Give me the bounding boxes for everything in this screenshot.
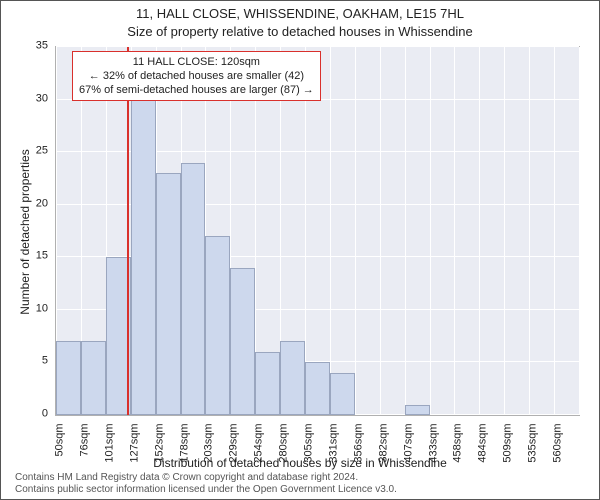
- y-tick-label: 15: [0, 251, 48, 262]
- histogram-bar: [81, 341, 106, 415]
- x-tick-label: 458sqm: [453, 424, 464, 463]
- gridline-v: [380, 47, 381, 415]
- x-tick-label: 305sqm: [304, 424, 315, 463]
- histogram-bar: [205, 236, 230, 415]
- histogram-bar: [255, 352, 280, 415]
- x-tick-label: 356sqm: [353, 424, 364, 463]
- x-tick-label: 560sqm: [553, 424, 564, 463]
- y-tick-label: 20: [0, 198, 48, 209]
- y-tick-label: 5: [0, 356, 48, 367]
- x-tick-label: 254sqm: [254, 424, 265, 463]
- x-tick-label: 484sqm: [478, 424, 489, 463]
- histogram-bar: [56, 341, 81, 415]
- footer-line1: Contains HM Land Registry data © Crown c…: [15, 472, 590, 484]
- x-tick-label: 203sqm: [204, 424, 215, 463]
- x-tick-label: 229sqm: [229, 424, 240, 463]
- gridline-v: [454, 47, 455, 415]
- x-tick-label: 76sqm: [79, 424, 90, 457]
- gridline-h: [56, 46, 579, 47]
- histogram-bar: [181, 163, 206, 415]
- plot-area: [55, 46, 580, 416]
- chart-title-line2: Size of property relative to detached ho…: [0, 24, 600, 39]
- histogram-bar: [330, 373, 355, 415]
- annotation-box: 11 HALL CLOSE: 120sqm← 32% of detached h…: [72, 51, 321, 101]
- x-tick-label: 178sqm: [179, 424, 190, 463]
- footer-line2: Contains public sector information licen…: [15, 484, 590, 496]
- x-tick-label: 50sqm: [55, 424, 66, 457]
- y-tick-label: 10: [0, 303, 48, 314]
- chart-title-line1: 11, HALL CLOSE, WHISSENDINE, OAKHAM, LE1…: [0, 6, 600, 21]
- x-tick-label: 433sqm: [428, 424, 439, 463]
- y-tick-label: 35: [0, 41, 48, 52]
- x-tick-label: 535sqm: [528, 424, 539, 463]
- x-tick-label: 101sqm: [104, 424, 115, 463]
- annotation-line2: ← 32% of detached houses are smaller (42…: [79, 69, 314, 83]
- annotation-line3: 67% of semi-detached houses are larger (…: [79, 83, 314, 97]
- x-tick-label: 127sqm: [129, 424, 140, 463]
- x-tick-label: 152sqm: [154, 424, 165, 463]
- y-tick-label: 0: [0, 409, 48, 420]
- gridline-v: [479, 47, 480, 415]
- gridline-v: [579, 47, 580, 415]
- annotation-line1: 11 HALL CLOSE: 120sqm: [79, 55, 314, 69]
- x-tick-label: 509sqm: [503, 424, 514, 463]
- histogram-bar: [280, 341, 305, 415]
- y-tick-label: 25: [0, 146, 48, 157]
- gridline-v: [330, 47, 331, 415]
- histogram-bar: [131, 89, 156, 415]
- x-tick-label: 407sqm: [403, 424, 414, 463]
- gridline-v: [305, 47, 306, 415]
- x-tick-label: 382sqm: [378, 424, 389, 463]
- gridline-v: [554, 47, 555, 415]
- histogram-bar: [230, 268, 255, 415]
- x-tick-label: 331sqm: [328, 424, 339, 463]
- gridline-v: [529, 47, 530, 415]
- x-tick-label: 280sqm: [279, 424, 290, 463]
- gridline-v: [430, 47, 431, 415]
- y-axis-label: Number of detached properties: [18, 142, 32, 322]
- histogram-bar: [405, 405, 430, 416]
- y-tick-label: 30: [0, 93, 48, 104]
- gridline-v: [405, 47, 406, 415]
- marker-line: [127, 47, 129, 415]
- histogram-bar: [156, 173, 181, 415]
- histogram-bar: [305, 362, 330, 415]
- gridline-v: [355, 47, 356, 415]
- gridline-v: [504, 47, 505, 415]
